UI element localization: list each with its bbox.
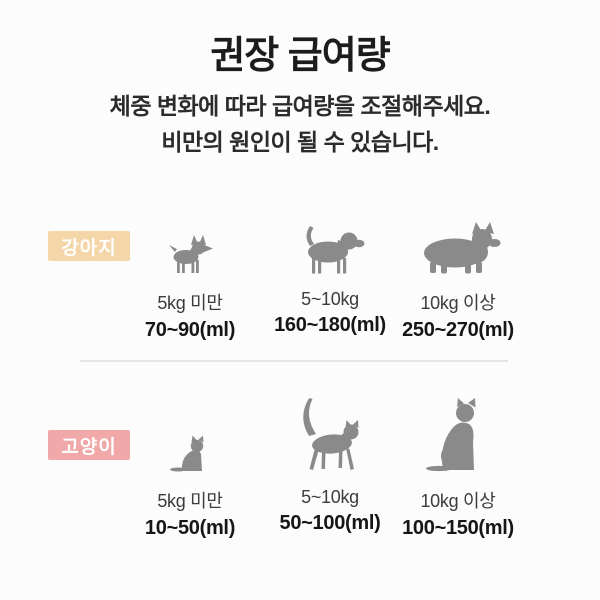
cat-medium-weight: 5~10kg [301,487,359,507]
dog-medium-weight: 5~10kg [301,289,359,309]
cat-medium-amount: 50~100(ml) [279,512,381,534]
cat-small-cell: 5kg 미만 10~50(ml) [115,398,265,540]
dog-small-weight: 5kg 미만 [157,293,223,313]
dog-large-cell: 10kg 이상 250~270(ml) [383,218,533,342]
subtitle-line-1: 체중 변화에 따라 급여량을 조절해주세요. [109,93,491,119]
medium-dog-icon [255,218,405,274]
dog-large-amount: 250~270(ml) [402,319,514,341]
dog-section-label: 강아지 [61,237,117,259]
cat-large-amount: 100~150(ml) [402,517,514,539]
cat-medium-cell: 5~10kg 50~100(ml) [255,398,405,535]
dog-large-weight: 10kg 이상 [420,293,496,313]
cat-small-amount: 10~50(ml) [144,517,236,539]
dog-medium-amount: 160~180(ml) [274,314,386,336]
large-cat-icon [383,398,533,472]
dog-small-cell: 5kg 미만 70~90(ml) [115,218,265,342]
large-dog-icon [383,218,533,274]
dog-section-badge: 강아지 [48,231,130,261]
section-divider [80,360,508,362]
medium-cat-icon [255,398,405,472]
cat-small-weight: 5kg 미만 [157,491,223,511]
dog-medium-cell: 5~10kg 160~180(ml) [255,218,405,337]
subtitle-line-2: 비만의 원인이 될 수 있습니다. [161,129,439,155]
dog-small-amount: 70~90(ml) [144,319,236,341]
cat-large-cell: 10kg 이상 100~150(ml) [383,398,533,540]
page-title: 권장 급여량 [210,35,390,77]
small-cat-icon [115,398,265,472]
small-dog-icon [115,218,265,274]
cat-section-label: 고양이 [61,436,117,458]
cat-section-badge: 고양이 [48,430,130,460]
cat-large-weight: 10kg 이상 [420,491,496,511]
